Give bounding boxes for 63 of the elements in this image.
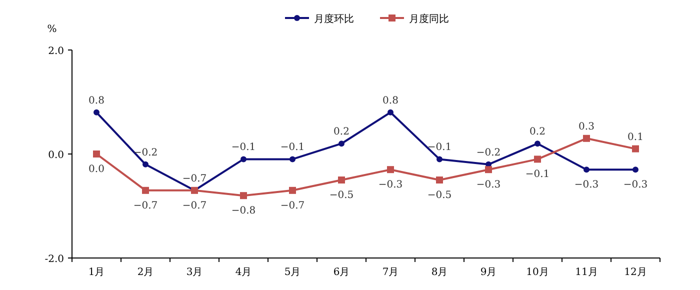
data-label: 0.8 (382, 95, 398, 106)
data-label: −0.2 (476, 147, 501, 158)
data-label: −0.5 (329, 190, 354, 201)
data-label: −0.3 (476, 180, 501, 191)
data-label: −0.5 (427, 190, 452, 201)
x-tick-label: 12月 (624, 267, 647, 278)
point (485, 166, 492, 174)
data-label: 0.0 (88, 164, 104, 175)
point (240, 192, 247, 200)
point (289, 186, 296, 194)
point (632, 166, 638, 173)
data-label: −0.7 (133, 200, 158, 212)
data-label: −0.1 (427, 142, 452, 154)
point (290, 156, 296, 162)
x-tick-label: 10月 (526, 267, 549, 278)
data-label: −0.7 (182, 200, 207, 212)
x-tick-label: 2月 (137, 267, 154, 278)
point (387, 166, 394, 174)
y-tick-label: 0.0 (48, 150, 64, 161)
data-label: 0.2 (530, 126, 546, 138)
x-tick-label: 3月 (186, 267, 203, 278)
data-label: −0.3 (574, 180, 599, 191)
data-label: −0.7 (280, 200, 305, 212)
point (583, 134, 590, 142)
point (142, 186, 149, 194)
point (240, 156, 246, 162)
x-tick-label: 1月 (88, 267, 105, 278)
point (534, 156, 541, 163)
data-label: 0.3 (578, 121, 594, 132)
data-label: 0.8 (88, 95, 104, 106)
y-tick-label: 2.0 (48, 46, 64, 57)
y-tick-label: -2.0 (44, 254, 64, 265)
data-label: −0.1 (280, 142, 305, 154)
point (584, 166, 590, 173)
point (436, 156, 442, 162)
point (142, 161, 148, 168)
x-tick-label: 11月 (575, 267, 598, 278)
x-tick-label: 9月 (480, 267, 497, 278)
x-tick-label: 7月 (382, 267, 399, 278)
data-label: −0.3 (623, 180, 648, 191)
point (388, 109, 394, 116)
data-label: −0.8 (231, 206, 256, 217)
data-label: −0.1 (525, 169, 550, 180)
point (436, 176, 443, 184)
legend-label: 月度环比 (314, 13, 354, 25)
x-tick-label: 4月 (235, 267, 252, 278)
x-tick-label: 8月 (431, 267, 448, 278)
point (534, 140, 540, 147)
data-label: −0.7 (182, 173, 207, 184)
y-axis-title: % (47, 24, 57, 35)
data-label: −0.3 (378, 180, 403, 191)
data-label: −0.1 (231, 142, 256, 154)
point (93, 150, 100, 158)
data-label: 0.2 (334, 126, 350, 138)
data-label: 0.1 (628, 132, 644, 143)
x-tick-label: 6月 (333, 267, 350, 278)
data-label: −0.2 (133, 147, 158, 158)
point (94, 109, 100, 116)
point (338, 176, 345, 184)
x-tick-label: 5月 (284, 267, 301, 278)
point (632, 145, 639, 152)
legend-label: 月度同比 (409, 13, 449, 25)
point (338, 140, 344, 147)
